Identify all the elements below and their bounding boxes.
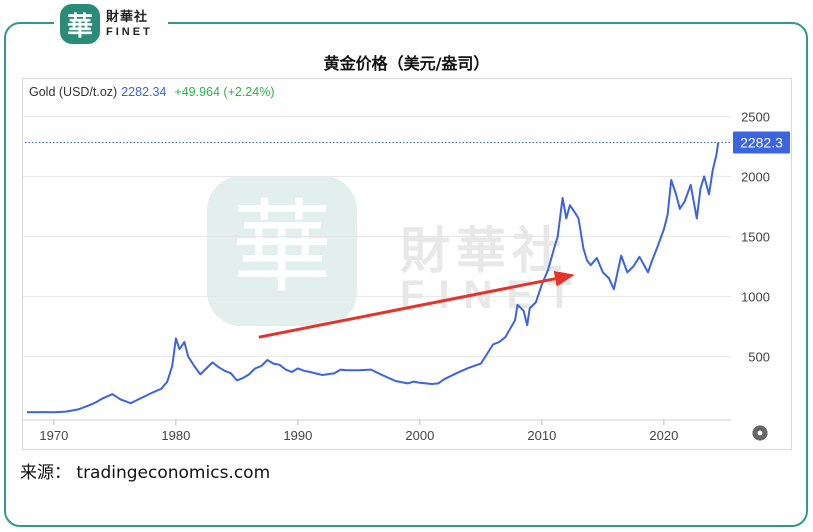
plot-panel — [22, 78, 792, 450]
source-note: 来源： tradingeconomics.com — [20, 463, 271, 483]
legend-price: 2282.34 — [121, 85, 167, 99]
trend-arrow-head — [553, 270, 575, 287]
watermark-mark — [207, 176, 357, 326]
y-tick-label: 1000 — [741, 289, 770, 304]
last-value-tag — [733, 131, 790, 154]
x-tick-label: 1970 — [39, 428, 68, 443]
x-tick-label: 2010 — [527, 428, 556, 443]
x-tick-label: 1990 — [283, 428, 312, 443]
watermark-name-cn: 財華社 — [400, 222, 568, 280]
brand-name-en: FINET — [106, 25, 153, 38]
gear-icon[interactable] — [752, 425, 768, 441]
y-tick-label: 2000 — [741, 169, 770, 184]
legend-change: +49.964 (+2.24%) — [174, 85, 275, 99]
y-tick-label: 500 — [748, 349, 770, 364]
chart-legend: Gold (USD/t.oz) 2282.34 +49.964 (+2.24%) — [29, 85, 274, 99]
brand-logo: 華 財華社 FINET — [54, 2, 168, 46]
trend-arrow-shaft — [258, 277, 556, 339]
y-tick-label: 1500 — [741, 229, 770, 244]
watermark-char: 華 — [232, 189, 332, 306]
logo-text: 財華社 FINET — [106, 11, 153, 38]
gear-hole — [757, 430, 763, 436]
brand-name-cn: 財華社 — [106, 9, 149, 25]
last-value-label: 2282.3 — [740, 135, 783, 151]
y-tick-label: 2500 — [741, 109, 770, 124]
legend-symbol: Gold (USD/t.oz) — [29, 85, 118, 99]
gold-price-series — [26, 142, 720, 414]
x-tick-label: 2020 — [649, 428, 678, 443]
chart-title: 黄金价格（美元/盎司） — [323, 54, 490, 73]
x-tick-label: 2000 — [405, 428, 434, 443]
watermark: 華財華社FINET — [207, 176, 572, 326]
x-tick-label: 1980 — [161, 428, 190, 443]
logo-mark: 華 — [60, 4, 100, 44]
